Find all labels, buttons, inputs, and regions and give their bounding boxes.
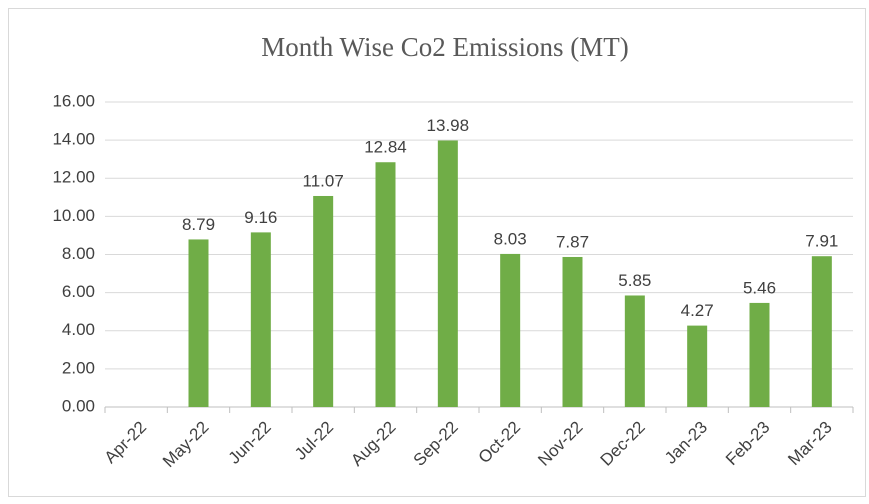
data-label: 5.85 [618,271,651,290]
bar [250,232,271,407]
y-tick-label: 16.00 [52,91,95,110]
y-tick-label: 0.00 [62,396,95,415]
bar [749,302,770,407]
bar [500,253,521,407]
y-tick-label: 12.00 [52,168,95,187]
data-label: 13.98 [427,116,470,135]
data-label: 5.46 [743,278,776,297]
bar [188,239,209,407]
data-label: 12.84 [364,138,407,157]
data-label: 4.27 [681,301,714,320]
chart-title: Month Wise Co2 Emissions (MT) [261,32,628,62]
data-label: 7.87 [556,232,589,251]
data-label: 11.07 [303,171,344,190]
bar [313,195,334,407]
bar [624,295,645,407]
y-tick-label: 8.00 [62,244,95,263]
bar [687,325,708,407]
y-tick-label: 2.00 [62,358,95,377]
bar [375,162,396,407]
y-tick-label: 4.00 [62,320,95,339]
data-label: 9.16 [244,208,277,227]
data-label: 7.91 [805,232,838,251]
y-tick-label: 14.00 [52,130,95,149]
bar [562,256,583,407]
data-label: 8.03 [494,229,527,248]
bar [811,256,832,407]
bar [437,140,458,407]
y-tick-label: 10.00 [52,206,95,225]
chart-border [8,8,866,497]
data-label: 8.79 [182,215,215,234]
y-tick-label: 6.00 [62,282,95,301]
